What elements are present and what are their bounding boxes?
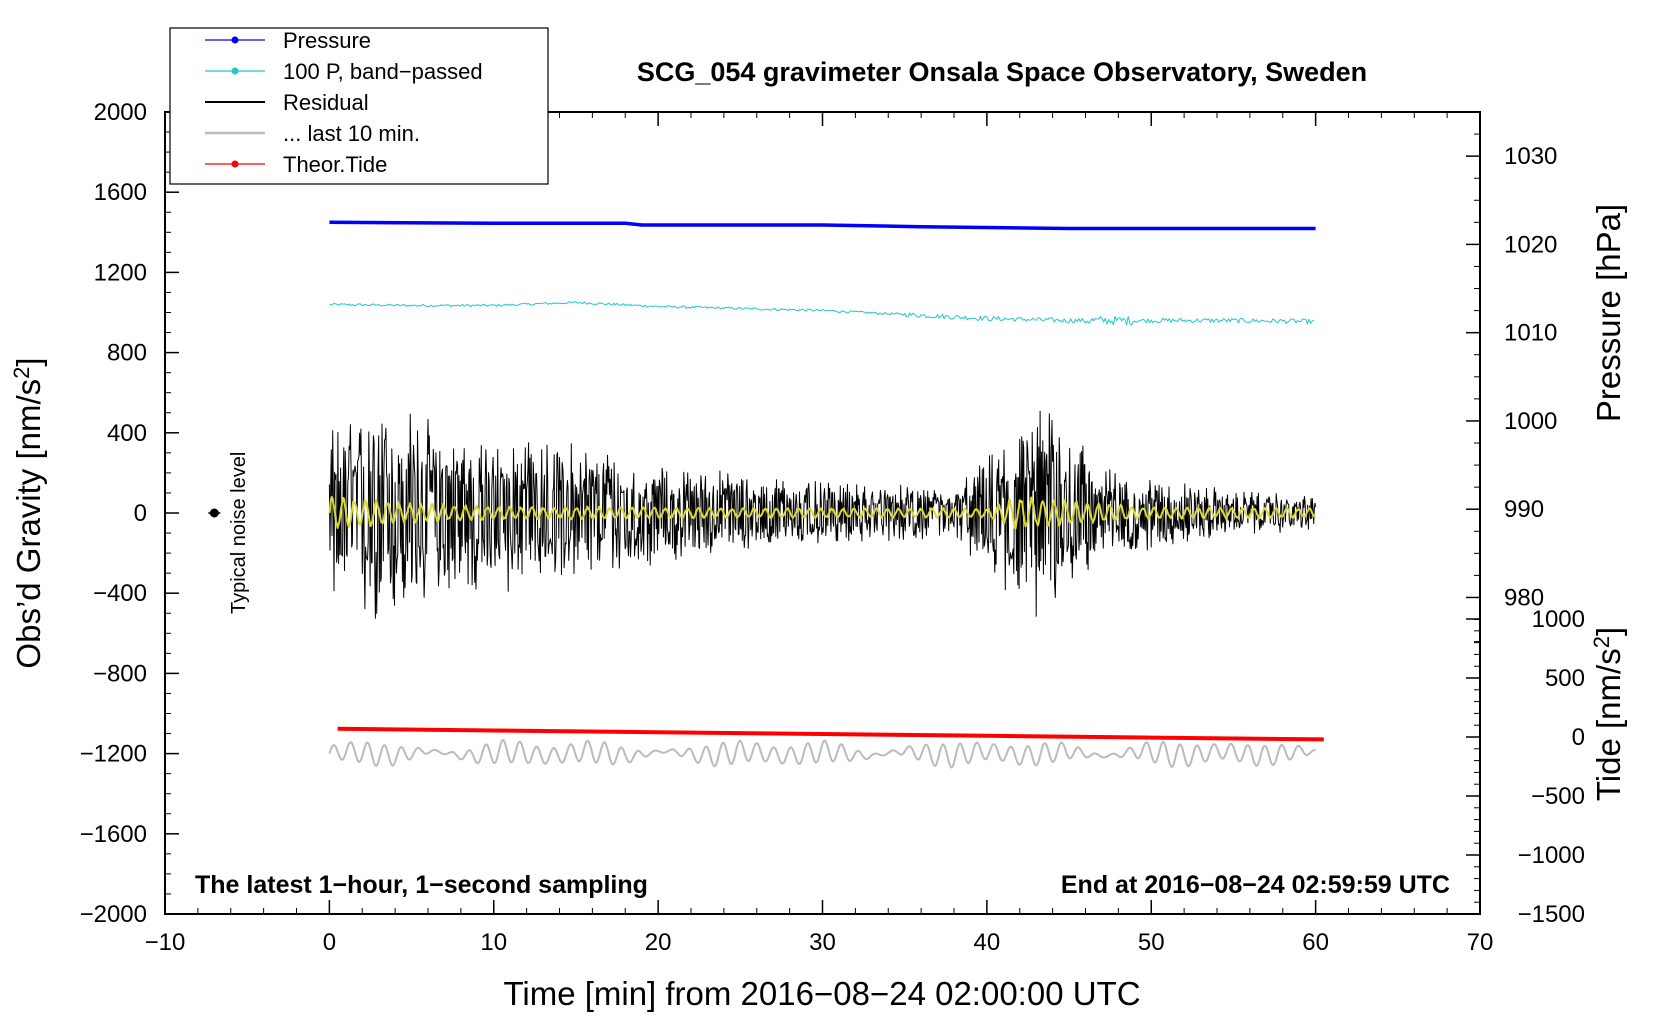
y-axis-label: Obs’d Gravity [nm/s2]: [9, 357, 47, 668]
tide-axis-label-sup: 2: [1589, 636, 1614, 648]
chart-title: SCG_054 gravimeter Onsala Space Observat…: [637, 57, 1367, 87]
y-axis-label-end: ]: [10, 357, 47, 366]
x-tick-label: 0: [323, 929, 336, 956]
tide-tick-label: 1000: [1532, 606, 1585, 633]
pressure-tick-label: 980: [1504, 584, 1544, 611]
x-tick-label: −10: [145, 929, 186, 956]
legend-box: [169, 27, 549, 185]
series-residual: [328, 410, 1317, 619]
tick-layer: −10 0 10 20 30 40 50 60 70−2000−1600−1200−800−40…: [80, 99, 1585, 956]
y-axis-label-main: Obs’d Gravity [nm/s: [10, 379, 47, 669]
legend-item-pressure: Pressure: [205, 28, 371, 53]
y-tick-label: 400: [107, 420, 147, 447]
legend-item-bandpassed: 100 P, band−passed: [205, 59, 483, 84]
y-tick-label: −400: [93, 580, 147, 607]
tide-axis-label-end: ]: [1590, 627, 1627, 636]
series-bandpassed-pressure: [329, 301, 1315, 326]
legend-label-bandpassed: 100 P, band−passed: [283, 59, 483, 84]
y-tick-label: 1200: [94, 259, 147, 286]
y-tick-label: 800: [107, 340, 147, 367]
y-tick-label: 0: [134, 500, 147, 527]
pressure-tick-label: 990: [1504, 496, 1544, 523]
legend-label-pressure: Pressure: [283, 28, 371, 53]
pressure-tick-label: 1000: [1504, 408, 1557, 435]
legend-item-theor-tide: Theor.Tide: [205, 152, 387, 177]
footer-right-note: End at 2016−08−24 02:59:59 UTC: [1061, 871, 1450, 899]
legend-label-last-10min: ... last 10 min.: [283, 121, 420, 146]
noise-level-label: Typical noise level: [228, 452, 250, 614]
footer-left-note: The latest 1−hour, 1−second sampling: [195, 871, 648, 899]
legend-marker-theor-tide: [231, 160, 239, 168]
legend-label-theor-tide: Theor.Tide: [283, 152, 387, 177]
tide-axis-label-main: Tide [nm/s: [1590, 648, 1627, 801]
x-axis-label: Time [min] from 2016−08−24 02:00:00 UTC: [503, 975, 1140, 1012]
pressure-tick-label: 1010: [1504, 320, 1557, 347]
series-pressure: [329, 220, 1316, 231]
pressure-tick-label: 1030: [1504, 143, 1557, 170]
tide-tick-label: 0: [1572, 724, 1585, 751]
series-residual-smoothed: [328, 496, 1316, 530]
x-tick-label: 50: [1138, 929, 1165, 956]
series-theor-tide: [337, 726, 1324, 742]
noise-level-point: [209, 508, 219, 518]
y-tick-label: −1600: [80, 821, 147, 848]
pressure-axis-label: Pressure [hPa]: [1590, 204, 1627, 422]
legend-marker-bandpassed: [231, 67, 239, 75]
y-axis-label-sup: 2: [9, 367, 34, 379]
tide-tick-label: 500: [1545, 665, 1585, 692]
legend-label-residual: Residual: [283, 90, 369, 115]
x-tick-label: 60: [1302, 929, 1329, 956]
legend-item-last-10min: ... last 10 min.: [205, 121, 420, 146]
tide-tick-label: −500: [1531, 783, 1585, 810]
y-tick-label: 2000: [94, 99, 147, 126]
y-tick-label: −800: [93, 660, 147, 687]
x-tick-label: 10: [480, 929, 507, 956]
x-tick-label: 40: [974, 929, 1001, 956]
x-tick-label: 20: [645, 929, 672, 956]
legend: Pressure 100 P, band−passed Residual ...…: [169, 27, 549, 185]
y-tick-label: 1600: [94, 179, 147, 206]
legend-item-residual: Residual: [205, 90, 369, 115]
tide-tick-label: −1500: [1518, 901, 1585, 928]
series-layer: [328, 220, 1324, 769]
series-last-10-min: [328, 739, 1316, 769]
x-tick-label: 70: [1467, 929, 1494, 956]
x-tick-label: 30: [809, 929, 836, 956]
tide-axis-label: Tide [nm/s2]: [1589, 627, 1627, 801]
y-tick-label: −2000: [80, 901, 147, 928]
y-tick-label: −1200: [80, 741, 147, 768]
tide-tick-label: −1000: [1518, 842, 1585, 869]
legend-marker-pressure: [231, 36, 239, 44]
pressure-tick-label: 1020: [1504, 231, 1557, 258]
